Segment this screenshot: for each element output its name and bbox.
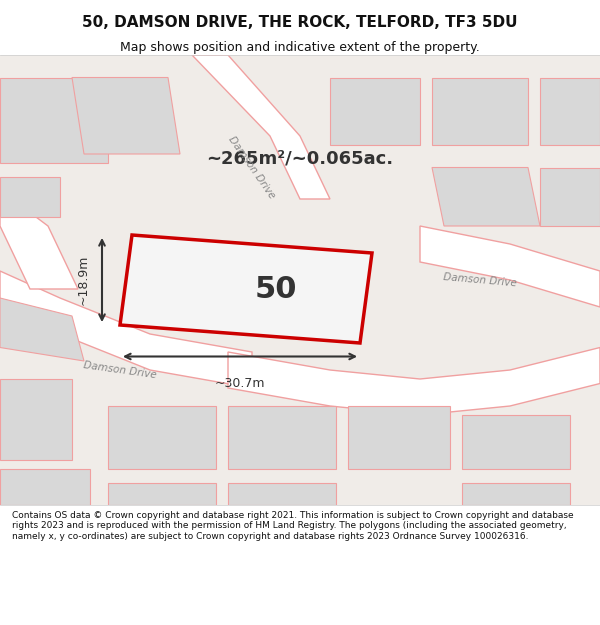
Text: 50, DAMSON DRIVE, THE ROCK, TELFORD, TF3 5DU: 50, DAMSON DRIVE, THE ROCK, TELFORD, TF3… (82, 16, 518, 31)
Text: 50: 50 (255, 274, 297, 304)
Text: ~30.7m: ~30.7m (215, 377, 265, 390)
Text: Damson Drive: Damson Drive (227, 134, 277, 201)
Polygon shape (192, 55, 330, 199)
Polygon shape (108, 482, 216, 505)
Polygon shape (330, 78, 420, 145)
Polygon shape (120, 235, 372, 343)
Text: Damson Drive: Damson Drive (83, 360, 157, 380)
Polygon shape (228, 406, 336, 469)
Polygon shape (432, 78, 528, 145)
Polygon shape (432, 168, 540, 226)
Polygon shape (462, 482, 570, 505)
Text: Contains OS data © Crown copyright and database right 2021. This information is : Contains OS data © Crown copyright and d… (12, 511, 574, 541)
Polygon shape (540, 78, 600, 145)
Polygon shape (462, 415, 570, 469)
Polygon shape (540, 168, 600, 226)
Polygon shape (0, 271, 252, 388)
Polygon shape (108, 406, 216, 469)
Polygon shape (0, 298, 84, 361)
Polygon shape (348, 406, 450, 469)
Text: Map shows position and indicative extent of the property.: Map shows position and indicative extent… (120, 41, 480, 54)
Polygon shape (72, 78, 180, 154)
Text: ~18.9m: ~18.9m (77, 255, 90, 305)
Polygon shape (0, 469, 90, 505)
Polygon shape (0, 379, 72, 460)
Polygon shape (228, 348, 600, 415)
Polygon shape (228, 482, 336, 505)
Polygon shape (0, 176, 60, 217)
Text: Damson Drive: Damson Drive (443, 272, 517, 288)
Polygon shape (0, 78, 108, 163)
Polygon shape (0, 190, 78, 289)
Polygon shape (420, 226, 600, 307)
Text: ~265m²/~0.065ac.: ~265m²/~0.065ac. (206, 149, 394, 168)
